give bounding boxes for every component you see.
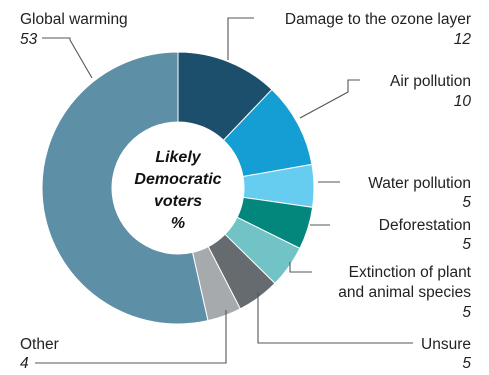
label-water-pollution: Water pollution [368, 175, 471, 192]
leader-line-other [35, 310, 227, 364]
value-extinction: 5 [462, 304, 471, 321]
label-extinction-line-2: and animal species [338, 284, 471, 301]
value-water-pollution: 5 [462, 194, 471, 211]
center-label-line-1: Likely [155, 149, 201, 166]
slice-global-warming [41, 51, 209, 325]
value-damage-to-ozone-layer: 12 [454, 31, 472, 48]
label-global-warming: Global warming [20, 11, 128, 28]
label-other: Other [20, 336, 59, 353]
leader-line-extinction [289, 262, 312, 273]
center-label-line-2: Democratic [134, 171, 221, 188]
label-air-pollution: Air pollution [390, 73, 471, 90]
slices-group [41, 51, 315, 325]
leader-line-ozone [227, 17, 254, 60]
value-unsure: 5 [462, 355, 471, 372]
label-extinction-line-1: Extinction of plant [349, 264, 472, 281]
center-label-line-4: % [171, 215, 185, 232]
leader-line-air [299, 79, 360, 119]
value-global-warming: 53 [20, 31, 38, 48]
value-deforestation: 5 [462, 236, 471, 253]
label-damage-to-ozone-layer: Damage to the ozone layer [285, 11, 471, 28]
label-deforestation: Deforestation [379, 217, 471, 234]
leader-lines-group [35, 17, 413, 364]
value-other: 4 [20, 355, 29, 372]
value-air-pollution: 10 [454, 93, 472, 110]
leader-line-unsure [257, 292, 413, 344]
label-unsure: Unsure [421, 336, 471, 353]
center-label-line-3: voters [154, 193, 202, 210]
leader-line-global-warming [42, 37, 93, 79]
